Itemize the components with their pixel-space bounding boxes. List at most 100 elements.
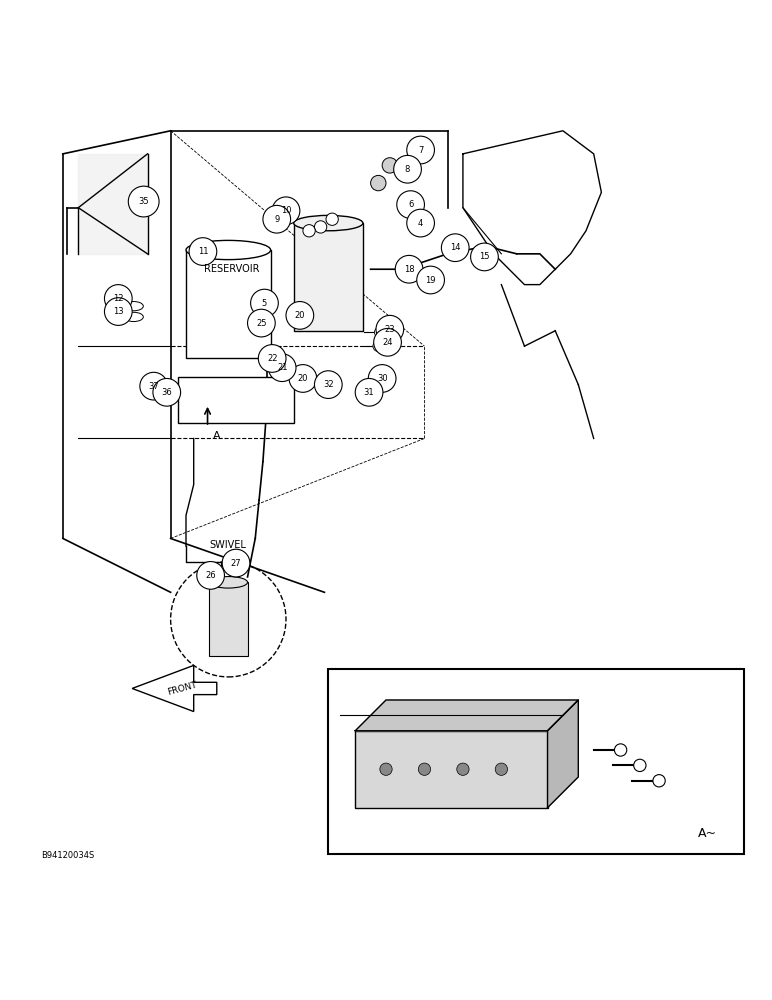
Text: 27: 27: [231, 559, 242, 568]
Ellipse shape: [186, 240, 271, 260]
Circle shape: [371, 175, 386, 191]
Bar: [355, 731, 547, 808]
Circle shape: [634, 759, 646, 772]
Circle shape: [504, 803, 532, 831]
Circle shape: [380, 763, 392, 775]
Circle shape: [407, 136, 435, 164]
Text: 30: 30: [377, 374, 388, 383]
Ellipse shape: [124, 312, 144, 322]
Circle shape: [430, 809, 458, 837]
Circle shape: [634, 688, 662, 715]
Circle shape: [442, 234, 469, 262]
Circle shape: [603, 672, 631, 700]
Text: 23: 23: [384, 325, 395, 334]
Circle shape: [651, 686, 679, 714]
Circle shape: [374, 328, 401, 356]
Ellipse shape: [124, 302, 144, 311]
Circle shape: [397, 191, 425, 218]
Circle shape: [104, 298, 132, 325]
Circle shape: [355, 378, 383, 406]
Text: 17: 17: [571, 694, 582, 703]
Circle shape: [374, 327, 385, 338]
Text: 6: 6: [408, 200, 413, 209]
Circle shape: [222, 549, 250, 577]
Circle shape: [407, 209, 435, 237]
Circle shape: [314, 371, 342, 398]
Text: 20: 20: [298, 374, 308, 383]
Circle shape: [653, 775, 665, 787]
Circle shape: [646, 700, 674, 728]
Text: B94120034S: B94120034S: [42, 851, 95, 860]
Text: 3: 3: [469, 682, 475, 691]
Circle shape: [382, 158, 398, 173]
Circle shape: [263, 205, 290, 233]
Circle shape: [197, 562, 225, 589]
Text: 14: 14: [450, 243, 460, 252]
Circle shape: [459, 672, 486, 700]
Circle shape: [314, 221, 327, 233]
Text: 34: 34: [611, 682, 622, 691]
Text: 25: 25: [256, 319, 266, 328]
Text: 31: 31: [364, 388, 374, 397]
Text: 29: 29: [472, 802, 482, 811]
Circle shape: [471, 243, 498, 271]
Text: 35: 35: [138, 197, 149, 206]
Text: 27: 27: [548, 825, 559, 834]
Bar: [178, 377, 293, 423]
Text: A~: A~: [698, 827, 716, 840]
Text: 36: 36: [161, 388, 172, 397]
Text: 7: 7: [418, 146, 423, 155]
Text: 2: 2: [437, 679, 442, 688]
Circle shape: [615, 744, 627, 756]
Ellipse shape: [293, 215, 363, 231]
Text: 5: 5: [262, 299, 267, 308]
Circle shape: [394, 155, 422, 183]
Circle shape: [326, 213, 338, 225]
Circle shape: [395, 255, 423, 283]
Circle shape: [140, 372, 168, 400]
Text: 12: 12: [113, 294, 124, 303]
Circle shape: [373, 341, 384, 352]
Circle shape: [251, 289, 279, 317]
Circle shape: [128, 186, 159, 217]
Text: 24: 24: [382, 338, 393, 347]
Text: 26: 26: [205, 571, 216, 580]
Text: 10: 10: [281, 206, 291, 215]
Bar: [293, 223, 363, 331]
Text: 15: 15: [479, 252, 489, 261]
Bar: [209, 582, 248, 656]
Text: 22: 22: [267, 354, 277, 363]
Bar: [186, 250, 271, 358]
Text: SWIVEL: SWIVEL: [210, 540, 247, 550]
Ellipse shape: [209, 577, 248, 588]
Circle shape: [368, 365, 396, 392]
Polygon shape: [547, 700, 578, 808]
Text: 4: 4: [418, 219, 423, 228]
Text: 13: 13: [113, 307, 124, 316]
Text: 32: 32: [659, 695, 670, 704]
Text: 1: 1: [441, 819, 446, 828]
Circle shape: [273, 197, 300, 225]
Text: 8: 8: [405, 165, 410, 174]
Circle shape: [153, 378, 181, 406]
Text: 21: 21: [277, 363, 287, 372]
Circle shape: [259, 345, 286, 372]
Circle shape: [289, 365, 317, 392]
Text: 32: 32: [323, 380, 334, 389]
Circle shape: [269, 354, 296, 382]
Text: 19: 19: [425, 276, 436, 285]
Circle shape: [286, 302, 313, 329]
Circle shape: [104, 285, 132, 312]
Circle shape: [418, 763, 431, 775]
Text: FRONT: FRONT: [166, 680, 198, 697]
Text: 15: 15: [642, 697, 653, 706]
Text: 33: 33: [635, 684, 645, 693]
Circle shape: [495, 763, 507, 775]
Circle shape: [457, 763, 469, 775]
Circle shape: [540, 815, 567, 843]
Text: 16: 16: [655, 709, 665, 718]
Circle shape: [376, 315, 404, 343]
Circle shape: [563, 685, 591, 712]
Circle shape: [426, 669, 454, 697]
Circle shape: [248, 309, 276, 337]
